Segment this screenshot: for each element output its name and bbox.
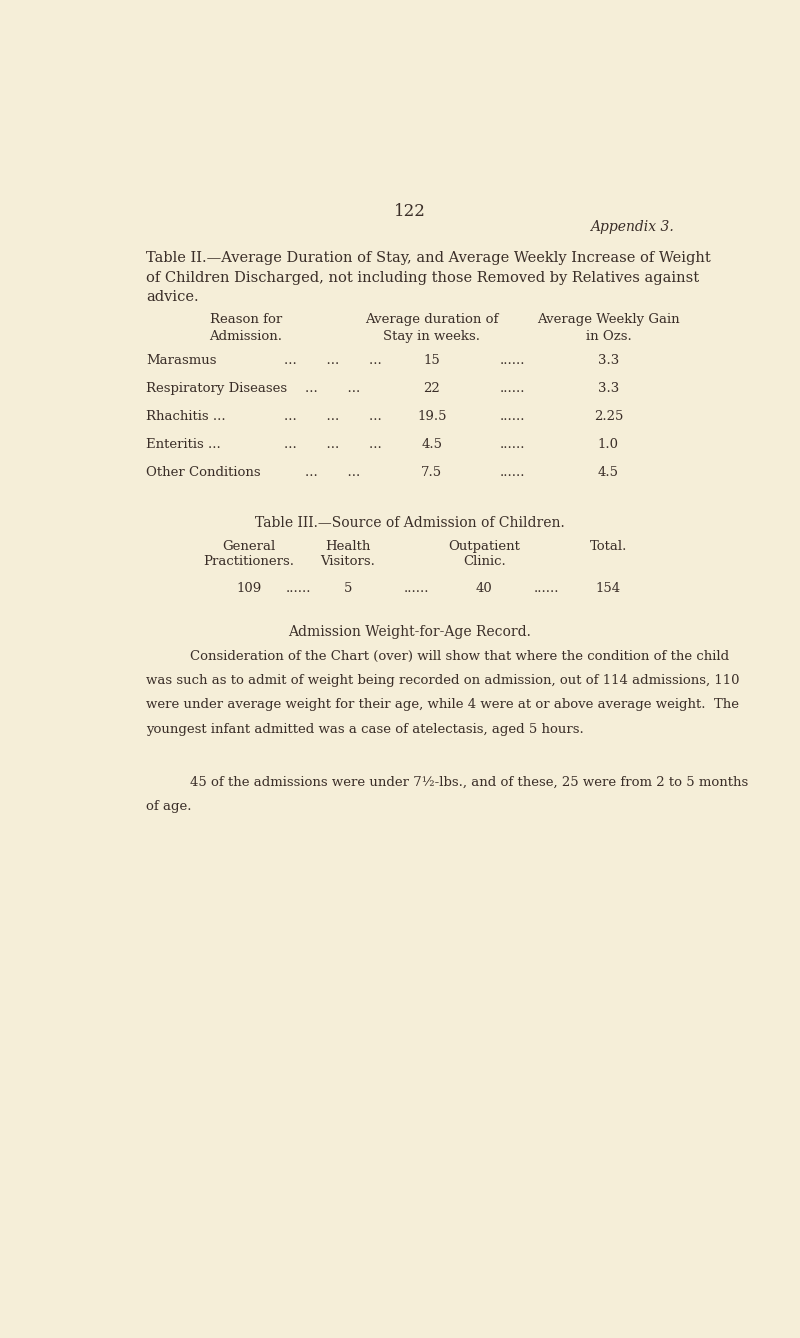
Text: ......: ...... — [499, 355, 525, 367]
Text: Average Weekly Gain: Average Weekly Gain — [537, 313, 680, 326]
Text: 15: 15 — [423, 355, 440, 367]
Text: ......: ...... — [286, 582, 311, 595]
Text: advice.: advice. — [146, 290, 199, 304]
Text: Visitors.: Visitors. — [321, 555, 375, 569]
Text: Reason for: Reason for — [210, 313, 282, 326]
Text: 109: 109 — [236, 582, 262, 595]
Text: in Ozs.: in Ozs. — [586, 329, 631, 343]
Text: 19.5: 19.5 — [417, 409, 446, 423]
Text: Clinic.: Clinic. — [463, 555, 506, 569]
Text: 4.5: 4.5 — [598, 466, 619, 479]
Text: ......: ...... — [499, 466, 525, 479]
Text: Table III.—Source of Admission of Children.: Table III.—Source of Admission of Childr… — [255, 516, 565, 530]
Text: Admission.: Admission. — [210, 329, 282, 343]
Text: ......: ...... — [499, 383, 525, 395]
Text: 3.3: 3.3 — [598, 355, 619, 367]
Text: Table II.—Average Duration of Stay, and Average Weekly Increase of Weight: Table II.—Average Duration of Stay, and … — [146, 252, 711, 265]
Text: 3.3: 3.3 — [598, 383, 619, 395]
Text: Outpatient: Outpatient — [449, 539, 520, 553]
Text: Average duration of: Average duration of — [365, 313, 498, 326]
Text: 154: 154 — [596, 582, 621, 595]
Text: Marasmus: Marasmus — [146, 355, 217, 367]
Text: 7.5: 7.5 — [421, 466, 442, 479]
Text: of Children Discharged, not including those Removed by Relatives against: of Children Discharged, not including th… — [146, 270, 700, 285]
Text: Health: Health — [326, 539, 370, 553]
Text: Rhachitis ...: Rhachitis ... — [146, 409, 226, 423]
Text: ......: ...... — [499, 438, 525, 451]
Text: 1.0: 1.0 — [598, 438, 619, 451]
Text: Appendix 3.: Appendix 3. — [590, 221, 674, 234]
Text: Stay in weeks.: Stay in weeks. — [383, 329, 480, 343]
Text: Other Conditions: Other Conditions — [146, 466, 261, 479]
Text: were under average weight for their age, while 4 were at or above average weight: were under average weight for their age,… — [146, 698, 739, 712]
Text: was such as to admit of weight being recorded on admission, out of 114 admission: was such as to admit of weight being rec… — [146, 674, 740, 688]
Text: 5: 5 — [344, 582, 352, 595]
Text: 4.5: 4.5 — [422, 438, 442, 451]
Text: ...       ...       ...: ... ... ... — [284, 355, 382, 367]
Text: ...       ...       ...: ... ... ... — [284, 438, 382, 451]
Text: 45 of the admissions were under 7½-lbs., and of these, 25 were from 2 to 5 month: 45 of the admissions were under 7½-lbs.,… — [190, 776, 748, 788]
Text: 22: 22 — [423, 383, 440, 395]
Text: ...       ...: ... ... — [305, 466, 360, 479]
Text: ......: ...... — [534, 582, 559, 595]
Text: ......: ...... — [499, 409, 525, 423]
Text: youngest infant admitted was a case of atelectasis, aged 5 hours.: youngest infant admitted was a case of a… — [146, 723, 584, 736]
Text: General: General — [222, 539, 275, 553]
Text: 2.25: 2.25 — [594, 409, 623, 423]
Text: Respiratory Diseases: Respiratory Diseases — [146, 383, 288, 395]
Text: ...       ...       ...: ... ... ... — [284, 409, 382, 423]
Text: Practitioners.: Practitioners. — [203, 555, 294, 569]
Text: 122: 122 — [394, 203, 426, 219]
Text: ......: ...... — [403, 582, 429, 595]
Text: Consideration of the Chart (over) will show that where the condition of the chil: Consideration of the Chart (over) will s… — [190, 650, 729, 662]
Text: Enteritis ...: Enteritis ... — [146, 438, 222, 451]
Text: of age.: of age. — [146, 800, 192, 814]
Text: 40: 40 — [476, 582, 493, 595]
Text: Admission Weight-for-Age Record.: Admission Weight-for-Age Record. — [289, 625, 531, 640]
Text: ...       ...: ... ... — [305, 383, 360, 395]
Text: Total.: Total. — [590, 539, 627, 553]
